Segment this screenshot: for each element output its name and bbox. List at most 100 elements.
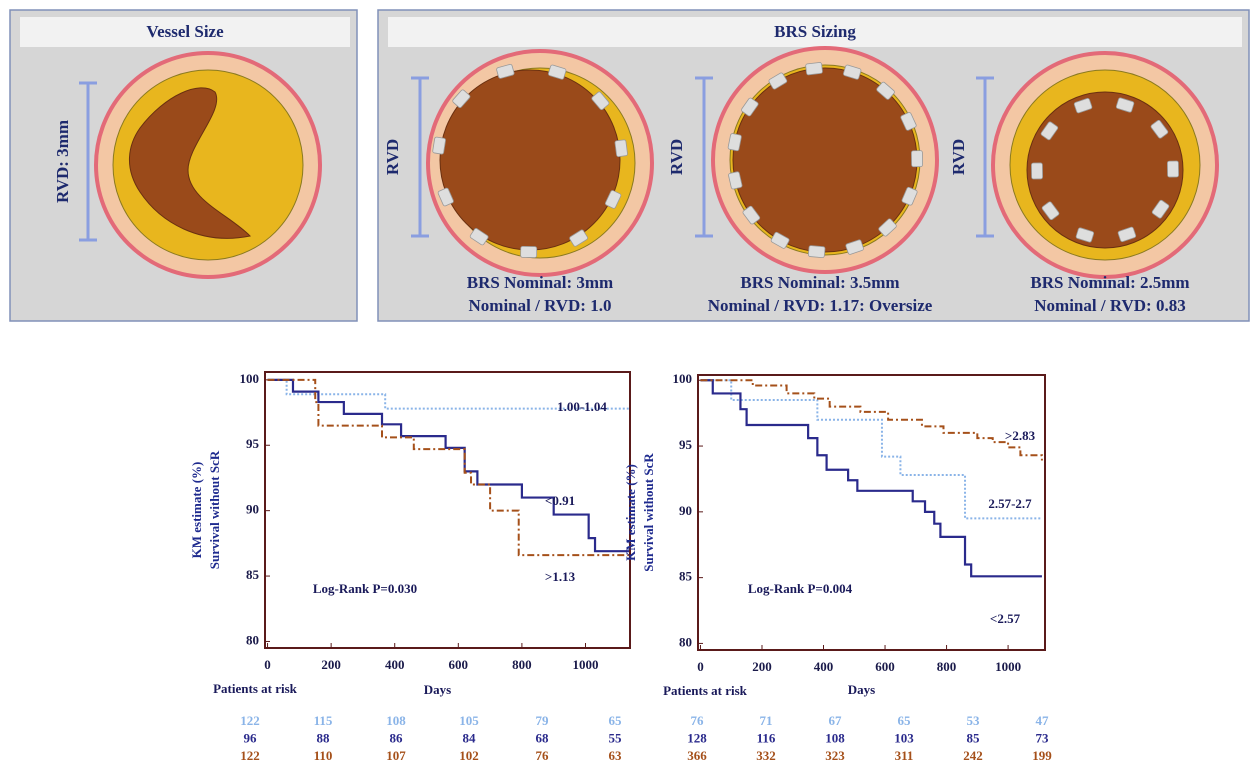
strut — [432, 136, 446, 155]
x-tick-label: 1000 — [995, 659, 1021, 674]
strut — [520, 246, 538, 258]
at-risk-count: 128 — [687, 730, 707, 745]
strut — [807, 245, 826, 259]
at-risk-count: 103 — [894, 730, 914, 745]
at-risk-count: 73 — [1036, 730, 1050, 745]
strut — [569, 229, 588, 247]
strut — [878, 218, 897, 237]
y-tick-label: 95 — [246, 436, 260, 451]
y-tick-label: 90 — [679, 503, 692, 518]
km-curve — [267, 378, 630, 553]
at-risk-count: 242 — [963, 748, 983, 763]
caption: Nominal / RVD: 1.17: Oversize — [708, 296, 933, 315]
at-risk-count: 53 — [967, 713, 981, 728]
at-risk-count: 68 — [536, 730, 550, 745]
x-tick-label: 400 — [814, 659, 834, 674]
x-tick-label: 200 — [321, 657, 341, 672]
plot-frame — [697, 374, 1046, 651]
at-risk-count: 115 — [314, 713, 333, 728]
strut — [876, 81, 895, 100]
at-risk-count: 84 — [463, 730, 477, 745]
strut — [805, 62, 823, 76]
strut — [911, 150, 923, 168]
strut — [901, 186, 918, 206]
strut — [604, 190, 622, 209]
lumen — [1026, 91, 1184, 249]
caption: Nominal / RVD: 0.83 — [1034, 296, 1185, 315]
strut — [469, 228, 489, 246]
at-risk-count: 65 — [609, 713, 623, 728]
at-risk-count: 85 — [967, 730, 981, 745]
at-risk-count: 107 — [386, 748, 406, 763]
strut — [1040, 121, 1059, 141]
km-curve — [700, 379, 1043, 461]
at-risk-count: 366 — [687, 748, 707, 763]
at-risk-count: 311 — [895, 748, 914, 763]
lumen — [128, 87, 251, 239]
strut — [1167, 160, 1179, 178]
curve-label: >2.83 — [1005, 428, 1036, 443]
strut — [1151, 199, 1170, 219]
caption: Nominal / RVD: 1.0 — [469, 296, 612, 315]
x-tick-label: 800 — [937, 659, 957, 674]
at-risk-count: 105 — [459, 713, 479, 728]
y-tick-label: 85 — [679, 569, 693, 584]
y-axis-label: Survival without ScR — [641, 453, 656, 572]
x-tick-label: 0 — [697, 659, 704, 674]
km-curve — [267, 378, 630, 557]
caption: BRS Nominal: 2.5mm — [1030, 273, 1189, 292]
strut — [496, 63, 515, 79]
x-tick-label: 0 — [264, 657, 271, 672]
at-risk-count: 116 — [757, 730, 776, 745]
x-tick-label: 600 — [449, 657, 469, 672]
at-risk-count: 96 — [244, 730, 258, 745]
at-risk-count: 110 — [314, 748, 333, 763]
y-axis-label: Survival without ScR — [207, 450, 222, 569]
strut — [728, 171, 743, 190]
x-axis-label: Days — [848, 682, 875, 697]
strut — [1041, 201, 1060, 221]
at-risk-count: 47 — [1036, 713, 1050, 728]
y-axis-label: KM estimate (%) — [623, 464, 638, 561]
risk-label: Patients at risk — [213, 681, 298, 696]
strut — [843, 64, 862, 80]
rvd-label: RVD: 3mm — [53, 120, 72, 203]
at-risk-count: 122 — [240, 748, 260, 763]
strut — [742, 205, 761, 225]
strut — [437, 187, 454, 207]
strut — [900, 112, 917, 131]
at-risk-count: 86 — [390, 730, 404, 745]
curve-label: 1.00-1.04 — [557, 399, 607, 414]
at-risk-count: 76 — [536, 748, 550, 763]
at-risk-count: 65 — [898, 713, 912, 728]
at-risk-count: 122 — [240, 713, 260, 728]
curve-label: <2.57 — [990, 611, 1021, 626]
strut — [1031, 162, 1043, 180]
x-axis-label: Days — [424, 682, 451, 697]
strut — [845, 239, 864, 255]
vessel-diagrams: RVD: 3mm RVD BRS Nominal: 3mm Nominal / RVD… — [53, 46, 1219, 315]
at-risk-count: 63 — [609, 748, 623, 763]
at-risk-count: 108 — [825, 730, 845, 745]
strut — [548, 64, 567, 80]
strut — [614, 139, 628, 158]
strut — [1117, 226, 1137, 243]
x-tick-label: 200 — [752, 659, 772, 674]
strut — [1075, 227, 1095, 243]
panel-header — [20, 17, 350, 47]
y-tick-label: 95 — [679, 437, 693, 452]
km-curve — [700, 379, 1042, 578]
x-tick-label: 400 — [385, 657, 405, 672]
strut — [591, 91, 610, 111]
p-value: Log-Rank P=0.030 — [313, 581, 417, 596]
caption: BRS Nominal: 3mm — [467, 273, 613, 292]
strut — [727, 133, 742, 152]
strut — [1073, 97, 1093, 114]
strut — [1115, 97, 1135, 113]
at-risk-count: 332 — [756, 748, 776, 763]
y-tick-label: 80 — [679, 634, 692, 649]
at-risk-count: 71 — [760, 713, 773, 728]
strut — [452, 89, 471, 108]
at-risk-count: 323 — [825, 748, 845, 763]
